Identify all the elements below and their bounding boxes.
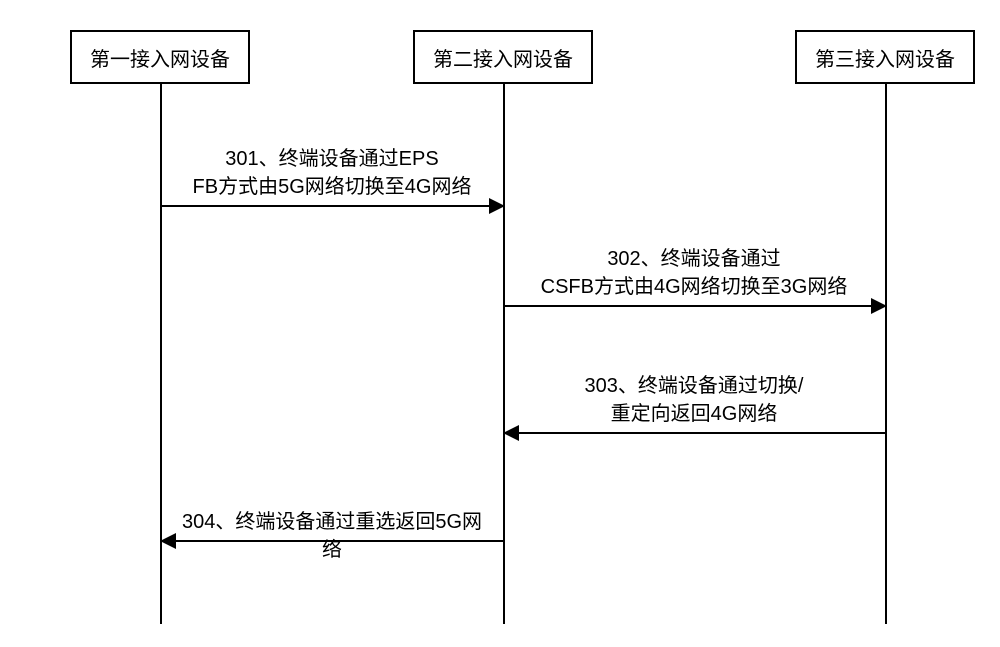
message-1-line1: 301、终端设备通过EPS <box>186 145 478 173</box>
message-arrow-2 <box>505 305 885 307</box>
lifeline-2 <box>503 84 505 624</box>
actor-label-3: 第三接入网设备 <box>815 43 955 72</box>
lifeline-3 <box>885 84 887 624</box>
message-1-line2: FB方式由5G网络切换至4G网络 <box>186 173 478 201</box>
actor-box-2: 第二接入网设备 <box>413 30 593 84</box>
message-label-4: 304、终端设备通过重选返回5G网络 <box>175 508 489 564</box>
actor-box-1: 第一接入网设备 <box>70 30 250 84</box>
message-label-2: 302、终端设备通过 CSFB方式由4G网络切换至3G网络 <box>538 245 850 301</box>
message-2-line2: CSFB方式由4G网络切换至3G网络 <box>538 273 850 301</box>
message-2-line1: 302、终端设备通过 <box>538 245 850 273</box>
message-label-1: 301、终端设备通过EPS FB方式由5G网络切换至4G网络 <box>186 145 478 201</box>
message-arrow-1 <box>162 205 503 207</box>
message-3-line1: 303、终端设备通过切换/ <box>570 372 818 400</box>
actor-label-2: 第二接入网设备 <box>433 43 573 72</box>
actor-label-1: 第一接入网设备 <box>90 43 230 72</box>
actor-box-3: 第三接入网设备 <box>795 30 975 84</box>
message-3-line2: 重定向返回4G网络 <box>570 400 818 428</box>
message-label-3: 303、终端设备通过切换/ 重定向返回4G网络 <box>570 372 818 428</box>
message-4-line1: 304、终端设备通过重选返回5G网络 <box>175 508 489 564</box>
message-arrow-3 <box>505 432 885 434</box>
message-arrow-4 <box>162 540 503 542</box>
